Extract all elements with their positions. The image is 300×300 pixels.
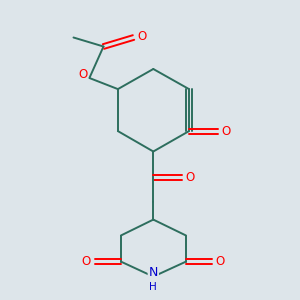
Text: N: N [148, 266, 158, 280]
Text: O: O [221, 124, 230, 138]
Text: O: O [185, 171, 194, 184]
Text: O: O [216, 255, 225, 268]
Text: H: H [149, 282, 157, 292]
Text: O: O [82, 255, 91, 268]
Text: O: O [138, 29, 147, 43]
Text: O: O [78, 68, 87, 82]
